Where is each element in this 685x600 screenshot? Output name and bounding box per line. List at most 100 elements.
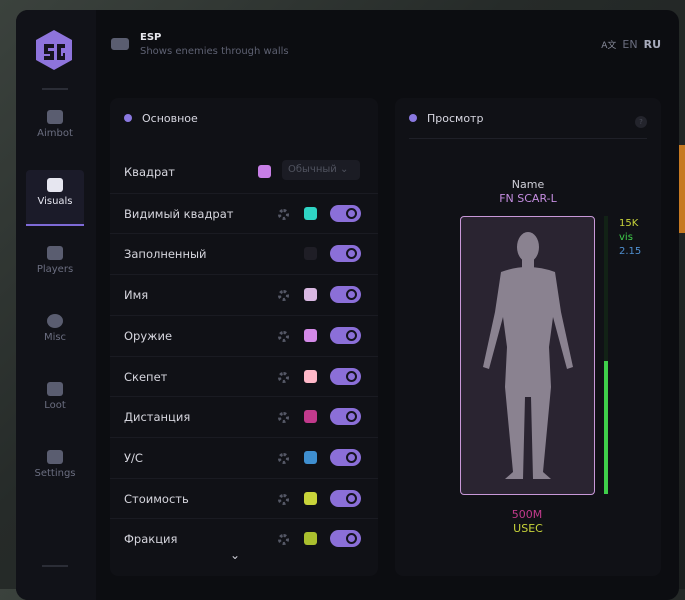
toggle-switch[interactable] (330, 286, 361, 304)
setting-row: Фракция (110, 518, 378, 559)
sidebar-item-loot[interactable]: Loot (26, 374, 84, 430)
gear-icon[interactable] (278, 208, 289, 220)
toggle-switch[interactable] (330, 408, 361, 426)
chevron-down-icon[interactable]: ⌄ (230, 548, 241, 562)
sidebar-item-misc[interactable]: Misc (26, 306, 84, 362)
gear-icon[interactable] (278, 493, 289, 505)
color-swatch[interactable] (304, 410, 317, 424)
sidebar-item-label: Loot (44, 400, 66, 411)
sidebar-item-label: Misc (43, 332, 67, 343)
setting-label: Оружие (124, 328, 173, 343)
setting-label: Скепет (124, 369, 168, 384)
toggle-switch[interactable] (330, 245, 361, 263)
color-swatch[interactable] (304, 247, 317, 261)
color-swatch[interactable] (304, 328, 317, 342)
preview-box (460, 216, 595, 495)
color-swatch[interactable] (304, 369, 317, 383)
vr-goggles-icon (47, 178, 63, 192)
box-mode-select[interactable]: Обычный ⌄ (282, 160, 360, 180)
divider (42, 565, 68, 567)
toggle-switch[interactable] (330, 489, 361, 507)
sidebar-item-label: Visuals (37, 196, 73, 207)
lang-en[interactable]: EN (622, 38, 638, 51)
panel-title: Просмотр (427, 112, 484, 125)
main-settings-panel: Основное Квадрат Обычный ⌄ Видимый квадрат… (110, 98, 378, 576)
setting-row: Заполненный (110, 233, 378, 274)
app-window: Aimbot Visuals Players Misc Loot Settings ESP… (16, 10, 679, 600)
eye-icon (409, 114, 417, 122)
list-icon (47, 450, 63, 464)
setting-label: Заполненный (124, 247, 207, 262)
panel-title: Основное (142, 112, 198, 125)
setting-row: У/С (110, 436, 378, 478)
health-bar (604, 216, 608, 494)
sidebar-item-label: Players (36, 264, 74, 275)
setting-label: Фракция (124, 532, 178, 547)
preview-weapon: FN SCAR-L (499, 192, 557, 205)
setting-row: Оружие (110, 314, 378, 356)
setting-row: Видимый квадрат (110, 192, 378, 234)
preview-visible: vis (619, 232, 633, 243)
color-swatch[interactable] (304, 532, 317, 546)
sidebar-item-players[interactable]: Players (26, 238, 84, 294)
setting-label: Квадрат (124, 165, 175, 179)
background-object (678, 145, 685, 233)
page-subtitle: Shows enemies through walls (140, 46, 289, 57)
page-title: ESP (140, 32, 162, 43)
setting-label: Имя (124, 288, 149, 303)
gear-icon[interactable] (278, 534, 289, 546)
sidebar-item-settings[interactable]: Settings (26, 442, 84, 498)
vr-goggles-icon (111, 38, 129, 50)
color-swatch[interactable] (304, 288, 317, 302)
sidebar-item-label: Aimbot (37, 128, 73, 139)
preview-panel: Просмотр ? Name FN SCAR-L 15K vis 2.15 5… (395, 98, 661, 576)
toggle-switch[interactable] (330, 326, 361, 344)
gear-icon[interactable] (278, 371, 289, 383)
setting-row: Квадрат Обычный ⌄ (110, 152, 378, 193)
alien-icon (47, 110, 63, 124)
gear-icon (124, 114, 132, 122)
color-swatch[interactable] (304, 450, 317, 464)
setting-row: Дистанция (110, 396, 378, 437)
gear-icon[interactable] (278, 330, 289, 342)
logo (36, 30, 72, 70)
sidebar-item-aimbot[interactable]: Aimbot (26, 102, 84, 158)
divider (42, 88, 68, 90)
toggle-switch[interactable] (330, 448, 361, 466)
toggle-switch[interactable] (330, 530, 361, 548)
setting-label: Дистанция (124, 410, 191, 425)
toggle-switch[interactable] (330, 367, 361, 385)
preview-name: Name (511, 178, 545, 191)
sidebar-item-visuals[interactable]: Visuals (26, 170, 84, 226)
select-value: Обычный (288, 164, 337, 175)
color-swatch[interactable] (304, 491, 317, 505)
player-model (483, 232, 573, 479)
divider (409, 138, 647, 139)
setting-label: Стоимость (124, 491, 189, 506)
gear-icon[interactable] (278, 452, 289, 464)
preview-faction: USEC (513, 522, 543, 535)
setting-row: Стоимость (110, 477, 378, 519)
preview-value: 15K (619, 218, 639, 229)
setting-label: Видимый квадрат (124, 206, 234, 221)
preview-distance: 500M (511, 508, 543, 521)
help-icon[interactable]: ? (635, 116, 647, 128)
color-swatch[interactable] (258, 165, 271, 178)
setting-row: Имя (110, 274, 378, 315)
gear-icon[interactable] (278, 290, 289, 302)
preview-kd: 2.15 (619, 246, 642, 257)
lang-ru[interactable]: RU (643, 38, 661, 51)
language-switcher: A文 EN RU (601, 38, 661, 51)
users-icon (47, 246, 63, 260)
translate-icon: A文 (601, 41, 617, 51)
setting-label: У/С (124, 450, 143, 465)
sidebar-item-label: Settings (34, 468, 76, 479)
toolbox-icon (47, 382, 63, 396)
health-bar-fill (604, 360, 608, 494)
dots-icon (47, 314, 63, 328)
color-swatch[interactable] (304, 206, 317, 220)
setting-row: Скепет (110, 355, 378, 397)
gear-icon[interactable] (278, 412, 289, 424)
sidebar: Aimbot Visuals Players Misc Loot Settings (16, 10, 96, 600)
toggle-switch[interactable] (330, 204, 361, 222)
